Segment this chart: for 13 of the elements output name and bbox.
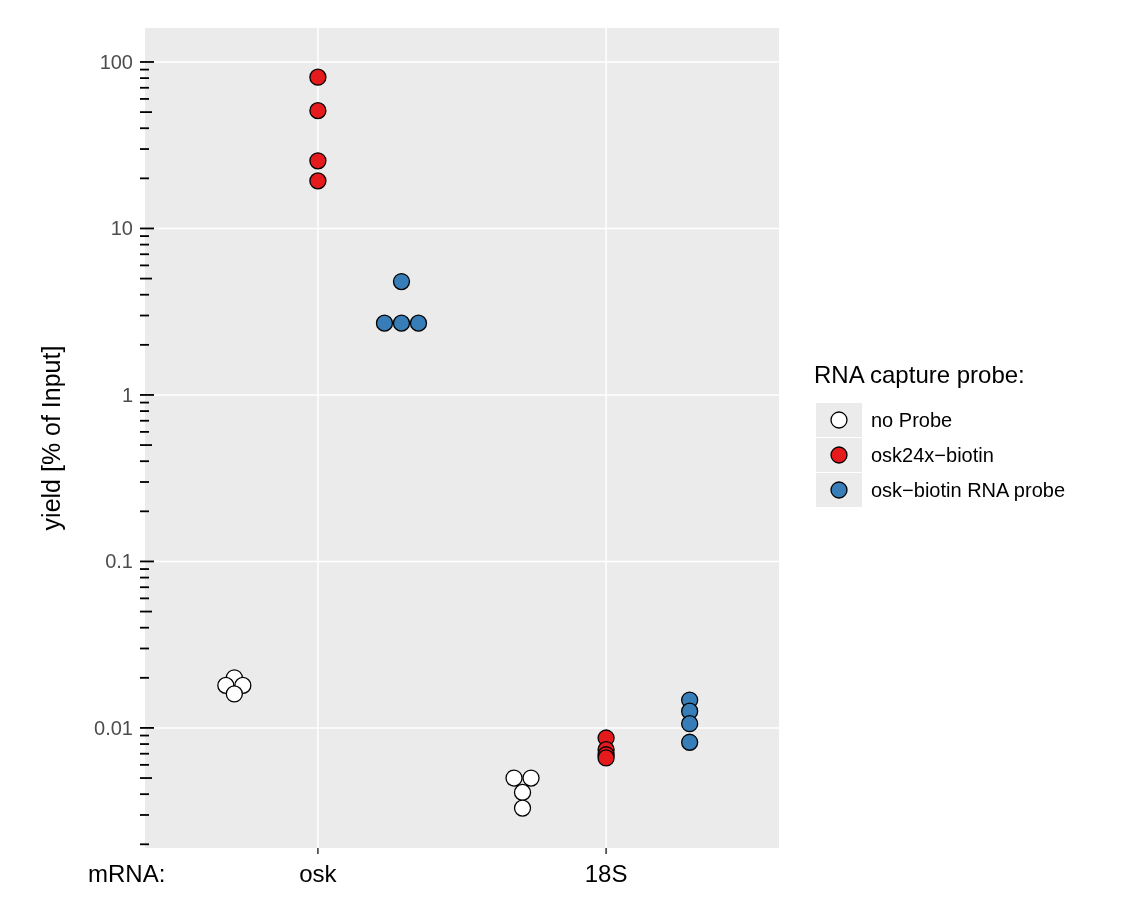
x-axis-title: mRNA: (88, 860, 166, 887)
x-tick-label: 18S (584, 860, 628, 887)
y-tick-label: 10 (110, 217, 133, 240)
y-tick-label: 0.01 (94, 716, 133, 739)
legend-label: osk−biotin RNA probe (871, 479, 1066, 501)
y-axis-title: yield [% of Input] (37, 345, 65, 531)
y-tick-label: 100 (99, 50, 133, 73)
legend-label: osk24x−biotin (871, 444, 994, 466)
y-tick-label: 1 (121, 383, 133, 406)
y-tick-label: 0.1 (105, 550, 133, 573)
legend-label: no Probe (871, 409, 953, 431)
x-tick-label: osk (299, 860, 338, 887)
legend-title: RNA capture probe: (814, 361, 1025, 388)
